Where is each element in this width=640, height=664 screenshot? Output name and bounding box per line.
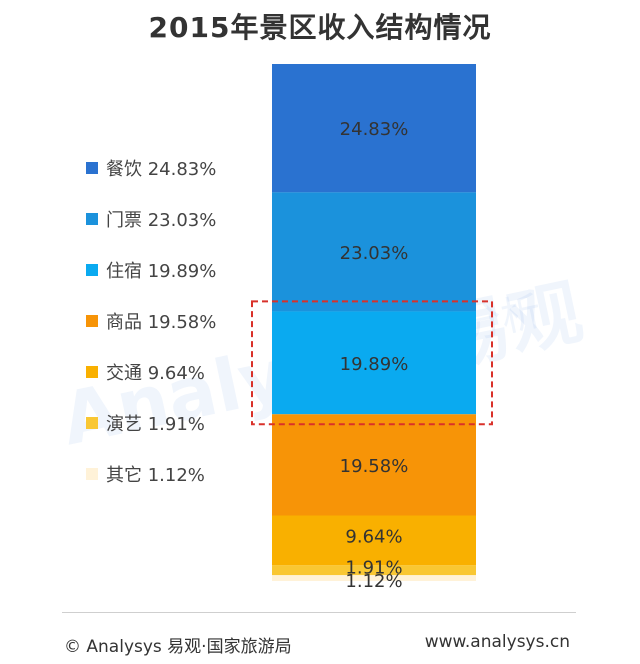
legend-label: 其它 1.12% [106,465,205,486]
legend-item: 门票 23.03% [86,207,216,231]
legend-label: 餐饮 24.83% [106,159,217,180]
bar-segment-6 [272,565,476,576]
footer-divider [62,612,576,613]
chart-title: 2015年景区收入结构情况 [148,11,492,44]
legend-label: 门票 23.03% [106,210,217,231]
bar-value-label: 9.64% [345,526,402,547]
legend-item: 餐饮 24.83% [86,156,216,180]
legend-swatch [86,162,98,174]
bar-segment-7 [272,575,476,581]
bar-value-label: 19.89% [340,354,409,375]
bar-value-label: 1.91% [345,557,402,578]
bar-segment-1 [272,64,476,193]
footer-source: © Analysys 易观·国家旅游局 [64,637,292,657]
bar-value-label: 24.83% [340,119,409,140]
legend-label: 演艺 1.91% [106,414,205,435]
legend-item: 其它 1.12% [86,462,205,486]
bar-value-label: 19.58% [340,456,409,477]
bar-segment-5 [272,515,476,566]
legend-item: 演艺 1.91% [86,411,205,435]
bar-segment-3 [272,311,476,415]
legend-label: 住宿 19.89% [106,261,217,282]
bar-segment-4 [272,414,476,516]
legend-item: 住宿 19.89% [86,258,216,282]
legend-swatch [86,366,98,378]
legend-swatch [86,315,98,327]
legend-swatch [86,417,98,429]
legend-swatch [86,264,98,276]
legend-item: 交通 9.64% [86,360,205,384]
bar-value-label: 1.12% [345,571,402,592]
bar-value-label: 23.03% [340,243,409,264]
stacked-bar-chart: 24.83% 23.03% 19.89% 19.58% 9.64% 1.91%1.12% [251,64,493,592]
legend-swatch [86,468,98,480]
legend-label: 交通 9.64% [106,363,205,384]
footer-url: www.analysys.cn [424,632,570,652]
highlight-box [251,300,493,426]
legend-swatch [86,213,98,225]
legend-label: 商品 19.58% [106,312,217,333]
bar-segment-2 [272,192,476,312]
legend-item: 商品 19.58% [86,309,216,333]
